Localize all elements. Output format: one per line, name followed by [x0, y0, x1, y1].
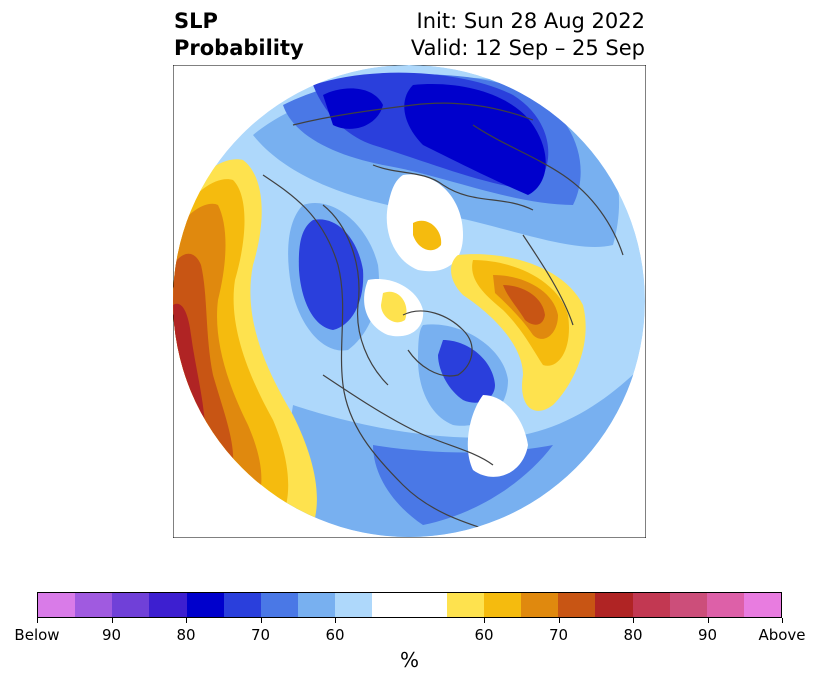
- colorbar-tick-label: 70: [548, 626, 569, 644]
- colorbar-swatch: [335, 593, 373, 617]
- title-variable: SLP: [174, 9, 218, 33]
- init-date: Init: Sun 28 Aug 2022: [416, 9, 645, 33]
- colorbar-tick-label: 60: [474, 626, 494, 644]
- colorbar-tick: [335, 618, 336, 623]
- probability-field: [173, 65, 645, 537]
- colorbar-tick: [782, 618, 783, 623]
- colorbar-swatch: [521, 593, 559, 617]
- valid-range: Valid: 12 Sep – 25 Sep: [410, 36, 645, 60]
- colorbar-tick: [558, 618, 560, 623]
- coastlines: [262, 102, 624, 536]
- colorbar-tick: [186, 618, 187, 623]
- colorbar-tick: [37, 618, 38, 623]
- colorbar-swatch: [112, 593, 150, 617]
- colorbar-tick-label: 70: [250, 626, 271, 644]
- map-title: SLP Probability: [174, 8, 304, 62]
- polar-map: [173, 65, 646, 538]
- colorbar-swatch: [149, 593, 187, 617]
- colorbar-swatch: [743, 593, 782, 617]
- colorbar-tick-label: 60: [325, 626, 345, 644]
- colorbar-swatch: [298, 593, 336, 617]
- colorbar-swatch: [186, 593, 224, 617]
- map-dates: Init: Sun 28 Aug 2022 Valid: 12 Sep – 25…: [340, 8, 645, 62]
- colorbar-tick: [260, 618, 262, 623]
- colorbar-tick-label: 80: [623, 626, 643, 644]
- colorbar-tick: [111, 618, 113, 623]
- colorbar-swatch: [223, 593, 261, 617]
- colorbar-swatch: [483, 593, 522, 617]
- colorbar-swatch: [595, 593, 633, 617]
- colorbar-swatch: [260, 593, 299, 617]
- colorbar-tick-label: 80: [176, 626, 196, 644]
- colorbar-tick-label: Below: [14, 626, 60, 644]
- colorbar-tick: [707, 618, 709, 623]
- colorbar-swatch: [38, 593, 76, 617]
- colorbar-tick-label: 90: [101, 626, 122, 644]
- colorbar-tick-label: 90: [697, 626, 718, 644]
- colorbar-swatch: [409, 593, 447, 617]
- colorbar-swatch: [632, 593, 670, 617]
- title-product: Probability: [174, 36, 304, 60]
- colorbar: [37, 592, 782, 618]
- colorbar-labels: Below 90 80 70 60 60 70 80 90 Above: [0, 626, 819, 646]
- colorbar-unit: %: [399, 648, 419, 672]
- colorbar-tick: [484, 618, 485, 623]
- colorbar-swatch: [558, 593, 596, 617]
- colorbar-swatch: [446, 593, 484, 617]
- colorbar-swatch: [706, 593, 744, 617]
- colorbar-swatch: [669, 593, 707, 617]
- colorbar-swatch: [75, 593, 113, 617]
- colorbar-tick: [633, 618, 634, 623]
- colorbar-swatch: [372, 593, 410, 617]
- colorbar-tick-label: Above: [758, 626, 806, 644]
